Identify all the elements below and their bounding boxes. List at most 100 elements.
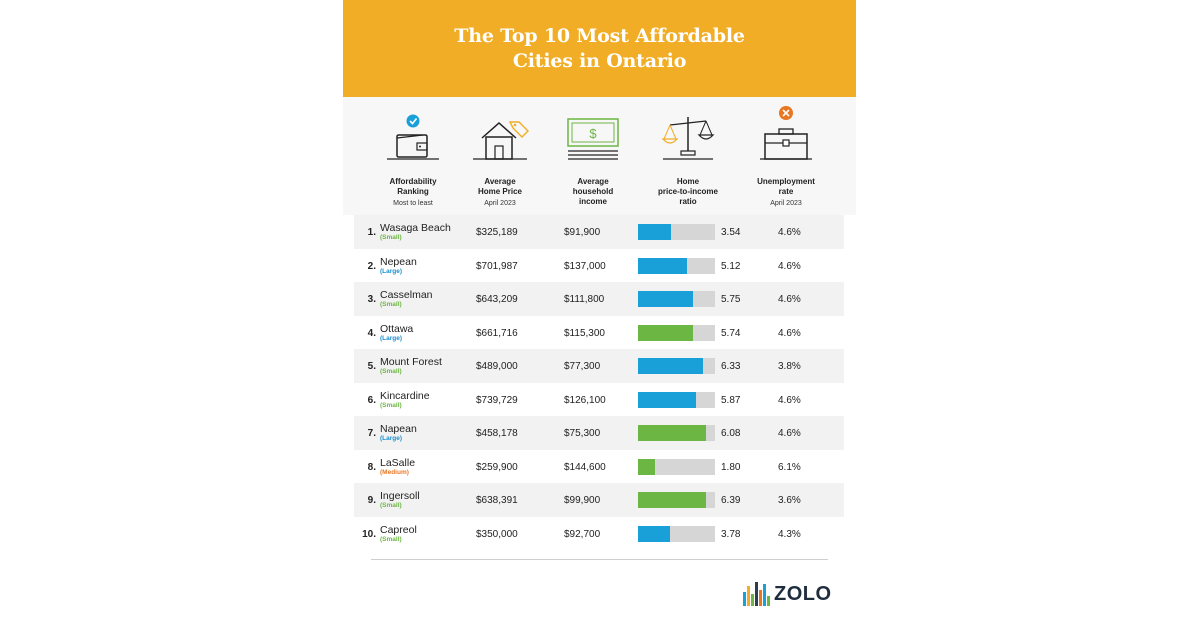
divider bbox=[371, 559, 828, 560]
average-home-price: $489,000 bbox=[476, 361, 518, 372]
city-size-label: (Large) bbox=[380, 435, 403, 442]
city-name: Mount Forest bbox=[380, 356, 442, 368]
average-household-income: $115,300 bbox=[564, 327, 605, 339]
table-row: 4. Ottawa (Large) $661,716 $115,300 5.74 4.6% bbox=[354, 316, 844, 350]
city-name: Nepean bbox=[380, 255, 417, 268]
city-name: Ottawa bbox=[380, 322, 414, 335]
city-name: Napean bbox=[380, 423, 417, 435]
header-affordability-ranking: Affordability Ranking Most to least bbox=[368, 97, 458, 215]
average-household-income: $91,900 bbox=[564, 227, 601, 238]
ratio-value: 6.33 bbox=[721, 361, 741, 372]
ratio-bar bbox=[638, 324, 694, 341]
table-row: 5. Mount Forest (Small) $489,000 $77,300 6.33… bbox=[354, 349, 844, 383]
header-average-household-income: $ Average household income bbox=[548, 97, 638, 215]
ratio-bar bbox=[638, 492, 706, 508]
ratio-bar-track bbox=[638, 224, 715, 240]
average-household-income: $111,800 bbox=[564, 294, 605, 305]
unemployment-rate: 4.6% bbox=[778, 394, 801, 406]
unemployment-rate: 3.8% bbox=[778, 361, 801, 372]
column-title: Average Home Price bbox=[477, 177, 523, 196]
city-name: Wasaga Beach bbox=[380, 222, 451, 234]
header-unemployment-rate: Unemployment rate April 2023 bbox=[741, 97, 831, 215]
average-home-price: $350,000 bbox=[476, 528, 518, 540]
unemployment-rate: 4.3% bbox=[778, 528, 801, 540]
header-average-home-price: Average Home Price April 2023 bbox=[455, 97, 545, 215]
table-row: 10. Capreol (Small) $350,000 $92,700 3.78 4.3% bbox=[354, 517, 844, 551]
city-size-label: (Large) bbox=[380, 334, 403, 342]
ratio-bar-track bbox=[638, 458, 715, 475]
average-home-price: $638,391 bbox=[476, 495, 518, 506]
city-table: 1. Wasaga Beach (Small) $325,189 $91,900 3.54… bbox=[354, 215, 844, 550]
ratio-value: 3.78 bbox=[721, 528, 741, 540]
scales-icon bbox=[661, 117, 715, 160]
rank-number: 10. bbox=[362, 528, 376, 540]
ratio-bar bbox=[638, 291, 694, 307]
average-household-income: $144,600 bbox=[564, 461, 606, 473]
average-home-price: $739,729 bbox=[476, 394, 518, 406]
city-size-label: (Small) bbox=[380, 401, 402, 409]
banknote-icon: $ bbox=[567, 118, 619, 160]
ratio-value: 6.39 bbox=[721, 495, 741, 506]
table-row: 3. Casselman (Small) $643,209 $111,800 5.75 4.… bbox=[354, 282, 844, 316]
zolo-logo-text: ZOLO bbox=[774, 583, 832, 605]
unemployment-rate: 4.6% bbox=[778, 227, 801, 238]
average-household-income: $92,700 bbox=[564, 528, 601, 540]
infographic-card: The Top 10 Most Affordable Cities in Ont… bbox=[343, 0, 856, 628]
column-subtitle: Most to least bbox=[393, 200, 433, 207]
column-headers: Affordability Ranking Most to least Aver… bbox=[343, 97, 856, 215]
rank-number: 7. bbox=[367, 428, 376, 439]
ratio-value: 5.75 bbox=[721, 294, 741, 305]
rank-number: 5. bbox=[367, 361, 376, 372]
ratio-bar bbox=[638, 525, 671, 542]
table-row: 2. Nepean (Large) $701,987 $137,000 5.12 4.6% bbox=[354, 249, 844, 283]
table-row: 8. LaSalle (Medium) $259,900 $144,600 1.80 6.1… bbox=[354, 450, 844, 484]
unemployment-rate: 4.6% bbox=[778, 327, 801, 339]
city-size-label: (Small) bbox=[380, 502, 402, 509]
ratio-bar-track bbox=[638, 291, 715, 307]
city-size-label: (Small) bbox=[380, 234, 402, 241]
ratio-bar bbox=[638, 224, 672, 240]
city-size-label: (Large) bbox=[380, 267, 403, 275]
ratio-bar-track bbox=[638, 492, 715, 508]
average-home-price: $661,716 bbox=[476, 327, 518, 339]
column-title: Average household income bbox=[572, 177, 614, 206]
ratio-bar-track bbox=[638, 525, 715, 542]
unemployment-rate: 4.6% bbox=[778, 428, 801, 439]
rank-number: 4. bbox=[367, 327, 376, 339]
ratio-value: 5.12 bbox=[721, 260, 741, 272]
zolo-logo-bars-icon bbox=[743, 582, 771, 606]
ratio-bar bbox=[638, 257, 688, 274]
ratio-bar-track bbox=[638, 425, 715, 441]
ratio-bar bbox=[638, 458, 655, 475]
rank-number: 8. bbox=[367, 461, 376, 473]
table-row: 6. Kincardine (Small) $739,729 $126,100 5.87 4… bbox=[354, 383, 844, 417]
column-title: Home price-to-income ratio bbox=[657, 177, 718, 206]
unemployment-rate: 4.6% bbox=[778, 260, 801, 272]
unemployment-rate: 6.1% bbox=[778, 461, 801, 473]
table-row: 1. Wasaga Beach (Small) $325,189 $91,900 3.54… bbox=[354, 215, 844, 249]
city-size-label: (Small) bbox=[380, 535, 402, 543]
average-home-price: $643,209 bbox=[476, 294, 518, 305]
average-household-income: $137,000 bbox=[564, 260, 606, 272]
average-household-income: $99,900 bbox=[564, 495, 601, 506]
average-home-price: $259,900 bbox=[476, 461, 518, 473]
average-household-income: $77,300 bbox=[564, 361, 601, 372]
zolo-logo: ZOLO bbox=[743, 582, 833, 608]
ratio-value: 6.08 bbox=[721, 428, 741, 439]
chart-title: The Top 10 Most Affordable Cities in Ont… bbox=[454, 24, 745, 72]
ratio-value: 3.54 bbox=[721, 227, 741, 238]
wallet-check-icon bbox=[387, 114, 439, 160]
ratio-bar bbox=[638, 425, 706, 441]
average-home-price: $701,987 bbox=[476, 260, 518, 272]
ratio-bar-track bbox=[638, 391, 715, 408]
ratio-bar bbox=[638, 391, 696, 408]
rank-number: 1. bbox=[367, 227, 376, 238]
column-title: Unemployment rate bbox=[757, 177, 815, 196]
column-subtitle: April 2023 bbox=[484, 200, 516, 207]
unemployment-rate: 3.6% bbox=[778, 495, 801, 506]
city-name: Capreol bbox=[380, 523, 417, 536]
city-name: Kincardine bbox=[380, 389, 430, 402]
city-size-label: (Small) bbox=[380, 368, 402, 375]
ratio-value: 5.87 bbox=[721, 394, 741, 406]
rank-number: 2. bbox=[367, 260, 376, 272]
